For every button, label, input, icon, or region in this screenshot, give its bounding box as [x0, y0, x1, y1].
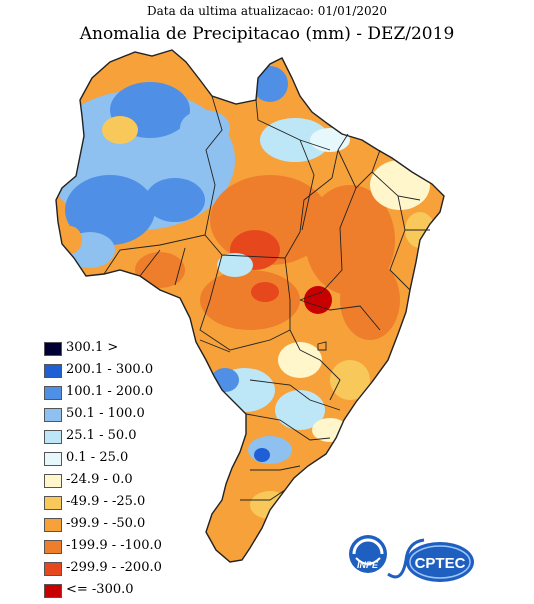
- legend-swatch: [44, 474, 62, 488]
- legend-swatch: [44, 364, 62, 378]
- legend-swatch: [44, 452, 62, 466]
- map-title: Anomalia de Precipitacao (mm) - DEZ/2019: [79, 24, 455, 44]
- inpe-cptec-logo: INPE CPTEC: [349, 535, 474, 582]
- legend-swatch: [44, 386, 62, 400]
- cptec-logo-text: CPTEC: [415, 555, 466, 572]
- legend-label: -49.9 - -25.0: [66, 494, 146, 509]
- legend-label: 0.1 - 25.0: [66, 450, 129, 465]
- legend-swatch: [44, 496, 62, 510]
- legend-label: <= -300.0: [66, 582, 134, 597]
- legend-label: -24.9 - 0.0: [66, 472, 133, 487]
- update-date-subtitle: Data da ultima atualizacao: 01/01/2020: [147, 4, 387, 18]
- legend-swatch: [44, 518, 62, 532]
- cptec-logo-ellipse: [406, 542, 474, 582]
- legend-label: 200.1 - 300.0: [66, 362, 154, 377]
- legend-swatch: [44, 342, 62, 356]
- legend-swatch: [44, 540, 62, 554]
- legend-label: 100.1 - 200.0: [66, 384, 154, 399]
- legend-label: -299.9 - -200.0: [66, 560, 162, 575]
- legend-swatch: [44, 430, 62, 444]
- legend-label: 25.1 - 50.0: [66, 428, 137, 443]
- legend-label: -99.9 - -50.0: [66, 516, 146, 531]
- legend-label: -199.9 - -100.0: [66, 538, 162, 553]
- legend-swatch: [44, 562, 62, 576]
- legend-label: 300.1 >: [66, 340, 119, 355]
- legend-label: 50.1 - 100.0: [66, 406, 145, 421]
- legend-swatch: [44, 408, 62, 422]
- inpe-logo-text: INPE: [357, 560, 379, 570]
